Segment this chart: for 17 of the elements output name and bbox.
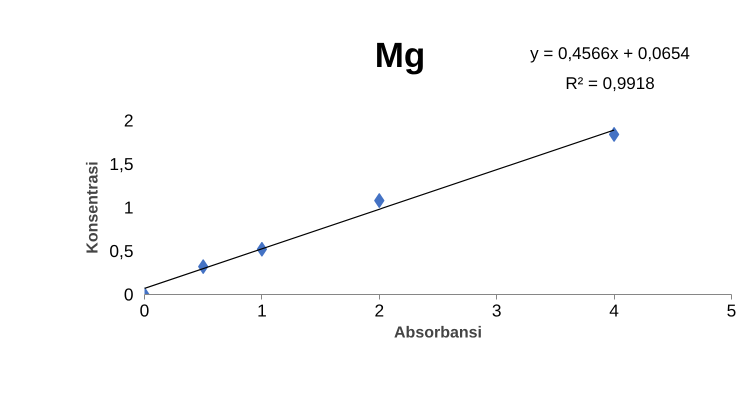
point [608,126,620,142]
chart-title: Mg [374,36,426,76]
y-tick-label: 0,5 [109,241,134,261]
x-tick-label: 3 [492,300,502,320]
y-tick-label: 1,5 [109,154,134,174]
y-tick-label: 1 [124,198,134,218]
y-axis-title: Konsentrasi [84,161,102,254]
y-tick-label: 0 [124,284,134,304]
y-tick-label: 2 [124,110,134,130]
x-tick-label: 2 [374,300,384,320]
x-tick-label: 5 [726,300,736,320]
text: R² = 0,9918 [564,74,656,94]
x-axis-title: Absorbansi [394,324,482,342]
x-tick-label: 1 [257,300,267,320]
text: y = 0,4566x + 0,0654 [529,44,691,64]
x-tick-label: 0 [140,300,150,320]
x-tick-label: 4 [609,300,620,320]
